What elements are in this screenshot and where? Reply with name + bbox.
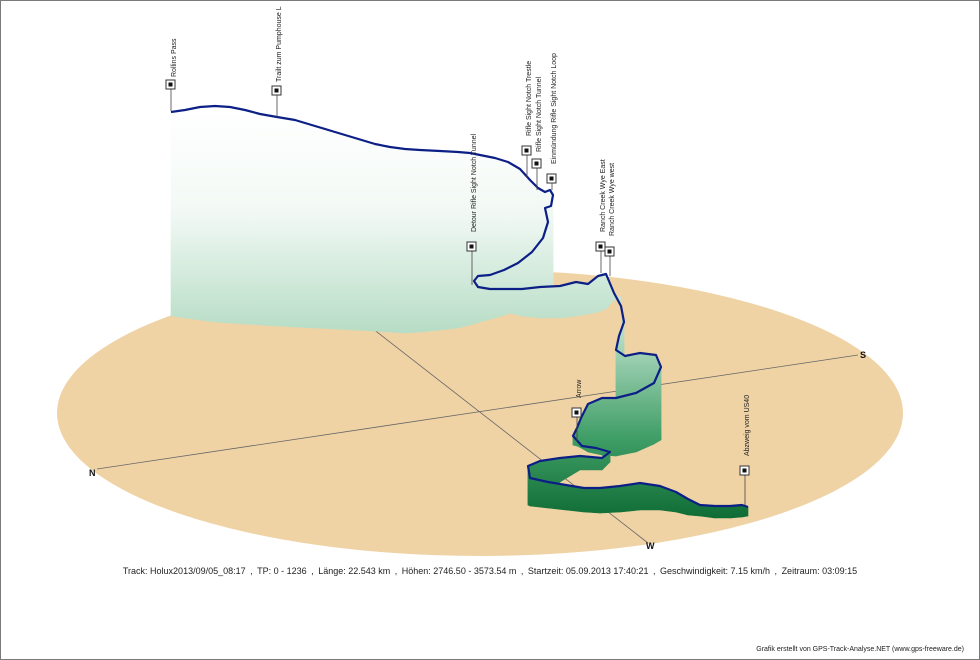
elevation-wall-segment (539, 285, 561, 319)
elevation-wall-segment (214, 105, 231, 324)
elevation-wall-segment (276, 116, 296, 328)
elevation-wall-segment (601, 397, 617, 457)
waypoint-arrow: Arrow (571, 379, 583, 441)
waypoint-label: Trailt zum Pumphouse L (276, 6, 283, 82)
elevation-wall-segment (477, 286, 491, 307)
waypoint-label: Rifle Sight Notch Tunnel (536, 76, 543, 152)
elevation-wall-segment (294, 119, 316, 329)
elevation-wall-segment (354, 137, 376, 332)
stat-start-time: Startzeit: 05.09.2013 17:40:21 (527, 566, 649, 576)
stat-track: Track: Holux2013/09/05_08:17 (122, 566, 246, 576)
elevation-wall-segment (565, 484, 585, 513)
elevation-wall-segment (547, 481, 567, 511)
elevation-wall-segment (259, 113, 278, 327)
waypoint-trestle: Rifle Sight Notch Trestle (521, 61, 533, 178)
waypoint-pumphouse-trail: Trailt zum Pumphouse L (271, 6, 283, 117)
waypoint-detour-tunnel: Detour Rifle Sight Notch Tunnel (466, 134, 478, 285)
waypoint-label: Rifle Sight Notch Trestle (526, 61, 533, 136)
compass-west: W (646, 541, 655, 551)
elevation-wall-segment (457, 151, 471, 329)
waypoint-label: Detour Rifle Sight Notch Tunnel (471, 134, 478, 232)
credit-text: Grafik erstellt von GPS-Track-Analyse.NE… (756, 646, 964, 653)
elevation-wall-segment (170, 109, 186, 319)
ground-plane (57, 270, 903, 556)
elevation-wall-segment (244, 109, 261, 326)
elevation-wall-segment (615, 392, 637, 457)
waypoint-markers: Rollins Pass Trailt zum Pumphouse L Deto… (165, 6, 751, 505)
waypoint-loop-junction: Einmündung Rifle Sight Notch Loop (546, 53, 558, 190)
track-line (170, 104, 749, 509)
elevation-wall-segment (334, 131, 356, 331)
waypoint-label: Abzweig vom US40 (744, 395, 751, 456)
stat-heights: Höhen: 2746.50 - 3573.54 m (401, 566, 517, 576)
compass-south: S (860, 350, 866, 360)
elevation-wall-segment (575, 281, 589, 317)
elevation-wall-segment (521, 286, 541, 319)
stat-trackpoints: TP: 0 - 1236 (257, 566, 307, 576)
waypoint-label: Ranch Creek Wye west (609, 163, 616, 236)
track-statistics: Track: Holux2013/09/05_08:17 , TP: 0 - 1… (122, 566, 858, 576)
elevation-wall-segment (229, 106, 246, 325)
elevation-wall-segment (374, 143, 391, 333)
compass-north: N (89, 468, 96, 478)
waypoint-wye-west: Ranch Creek Wye west (604, 163, 616, 276)
elevation-wall-segment (314, 125, 336, 330)
axis-line-ns (96, 354, 859, 470)
stat-duration: Zeitraum: 03:09:15 (781, 566, 858, 576)
waypoint-label: Arrow (576, 379, 583, 398)
stat-speed: Geschwindigkeit: 7.15 km/h (659, 566, 771, 576)
elevation-wall-segment (619, 482, 641, 513)
elevation-wall-segment (184, 106, 201, 321)
elevation-wall-segment (419, 149, 441, 333)
waypoint-rollins-pass: Rollins Pass (165, 38, 178, 111)
elevation-wall-segment (599, 485, 621, 514)
elevation-wall-segment (597, 273, 607, 313)
elevation-wall-segment (639, 482, 661, 511)
waypoint-label: Einmündung Rifle Sight Notch Loop (551, 53, 558, 164)
waypoint-label: Rollins Pass (171, 38, 178, 77)
elevation-wall-segment (559, 281, 577, 319)
elevation-wall-segment (199, 105, 216, 323)
elevation-wall-segment (439, 150, 459, 331)
elevation-wall-segment (635, 382, 655, 453)
elevation-wall-segment (404, 148, 421, 334)
stat-length: Länge: 22.543 km (318, 566, 391, 576)
waypoint-tunnel: Rifle Sight Notch Tunnel (531, 76, 543, 190)
elevation-wall-segment (504, 288, 523, 317)
elevation-wall-segment (714, 505, 731, 519)
waypoint-label: Ranch Creek Wye East (600, 159, 607, 232)
waypoint-us40-junction: Abzweig vom US40 (739, 395, 751, 505)
elevation-wall-segment (583, 487, 601, 514)
elevation-wall-segment (389, 146, 406, 334)
